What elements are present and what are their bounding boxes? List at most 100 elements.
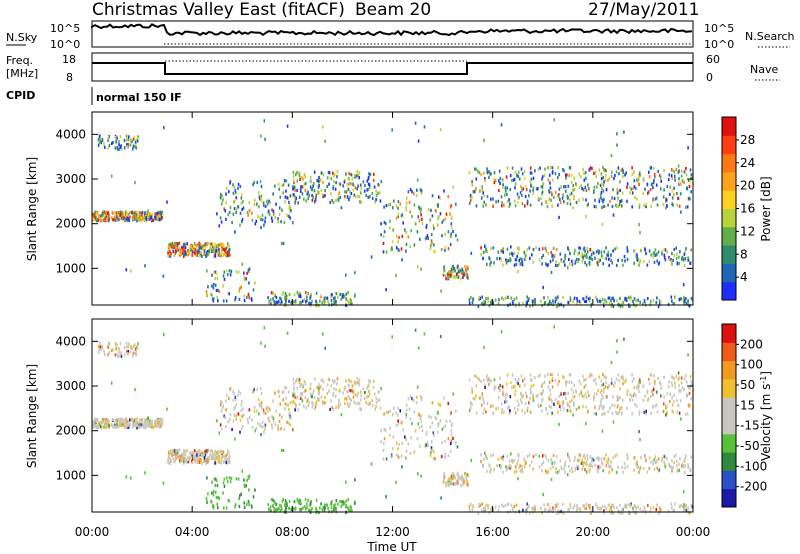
velocity-pixel bbox=[638, 389, 640, 393]
power-pixel bbox=[382, 241, 385, 245]
velocity-pixel bbox=[167, 457, 169, 462]
velocity-pixel bbox=[318, 391, 320, 395]
velocity-pixel bbox=[309, 387, 311, 391]
velocity-pixel bbox=[223, 477, 226, 481]
velocity-pixel bbox=[135, 353, 138, 357]
velocity-pixel bbox=[104, 422, 106, 426]
velocity-pixel bbox=[141, 417, 144, 421]
velocity-pixel bbox=[508, 411, 511, 415]
power-pixel bbox=[126, 213, 128, 217]
power-pixel bbox=[584, 249, 586, 253]
velocity-pixel bbox=[461, 474, 464, 478]
power-pixel bbox=[538, 247, 541, 251]
velocity-pixel bbox=[397, 413, 399, 417]
velocity-pixel bbox=[323, 503, 326, 507]
velocity-pixel bbox=[452, 436, 454, 440]
velocity-pixel bbox=[328, 378, 331, 382]
velocity-pixel bbox=[308, 509, 310, 513]
power-pixel bbox=[506, 186, 508, 190]
power-pixel bbox=[251, 211, 253, 215]
power-pixel bbox=[292, 184, 294, 188]
power-pixel bbox=[227, 291, 230, 296]
power-pixel bbox=[325, 296, 327, 300]
velocity-pixel bbox=[281, 499, 284, 503]
velocity-pixel bbox=[675, 374, 678, 378]
power-pixel bbox=[113, 217, 115, 221]
power-pixel bbox=[317, 190, 319, 194]
velocity-pixel bbox=[509, 380, 512, 385]
power-pixel bbox=[107, 146, 109, 150]
colorbar-swatch bbox=[722, 263, 736, 283]
power-pixel bbox=[272, 209, 275, 213]
velocity-pixel bbox=[638, 468, 641, 472]
velocity-pixel bbox=[105, 424, 108, 428]
velocity-pixel bbox=[545, 456, 548, 460]
velocity-pixel bbox=[583, 453, 586, 457]
power-pixel bbox=[452, 275, 455, 279]
nsky-series bbox=[91, 23, 693, 37]
power-pixel bbox=[529, 203, 532, 207]
velocity-pixel bbox=[280, 427, 282, 431]
power-pixel bbox=[435, 209, 438, 214]
power-pixel bbox=[174, 251, 177, 255]
power-pixel bbox=[618, 203, 621, 207]
velocity-pixel bbox=[186, 449, 188, 453]
power-pixel bbox=[568, 257, 570, 262]
power-pixel bbox=[262, 203, 265, 207]
velocity-pixel bbox=[558, 402, 560, 406]
velocity-pixel bbox=[240, 403, 243, 407]
velocity-pixel bbox=[211, 451, 214, 456]
power-pixel bbox=[687, 197, 690, 201]
power-pixel bbox=[613, 196, 616, 201]
velocity-pixel bbox=[617, 465, 619, 469]
power-pixel bbox=[258, 205, 260, 209]
velocity-pixel bbox=[483, 401, 485, 405]
power-pixel bbox=[282, 191, 284, 195]
power-pixel bbox=[558, 172, 560, 177]
velocity-pixel bbox=[599, 390, 602, 394]
velocity-pixel bbox=[159, 417, 161, 421]
velocity-pixel bbox=[399, 409, 402, 413]
velocity-pixel bbox=[176, 451, 179, 455]
velocity-pixel bbox=[120, 420, 122, 424]
velocity-pixel bbox=[339, 499, 341, 503]
velocity-pixel bbox=[264, 423, 267, 427]
power-pixel bbox=[377, 183, 380, 187]
velocity-pixel bbox=[119, 342, 122, 346]
power-pixel bbox=[278, 212, 281, 217]
power-pixel bbox=[322, 173, 325, 177]
power-pixel bbox=[439, 212, 442, 216]
velocity-pixel bbox=[521, 470, 524, 474]
velocity-pixel bbox=[558, 379, 560, 384]
velocity-pixel bbox=[221, 406, 224, 410]
velocity-pixel bbox=[616, 405, 619, 409]
power-pixel bbox=[500, 123, 503, 127]
velocity-pixel bbox=[571, 470, 574, 474]
velocity-pixel bbox=[238, 496, 240, 501]
power-pixel bbox=[407, 190, 410, 194]
velocity-pixel bbox=[622, 470, 624, 474]
velocity-pixel bbox=[389, 426, 391, 430]
velocity-pixel bbox=[320, 384, 322, 388]
power-pixel bbox=[225, 201, 227, 205]
power-pixel bbox=[478, 171, 481, 175]
colorbar-swatch bbox=[722, 452, 736, 471]
power-pixel bbox=[163, 126, 165, 130]
power-pixel bbox=[557, 175, 559, 180]
power-pixel bbox=[488, 175, 490, 180]
velocity-pixel bbox=[357, 401, 359, 405]
velocity-pixel bbox=[604, 505, 606, 509]
power-pixel bbox=[493, 261, 495, 265]
power-pixel bbox=[299, 301, 301, 305]
power-pixel bbox=[99, 134, 101, 138]
velocity-pixel bbox=[575, 390, 577, 394]
velocity-pixel bbox=[111, 417, 114, 421]
velocity-pixel bbox=[211, 480, 213, 484]
power-pixel bbox=[178, 241, 181, 245]
power-pixel bbox=[633, 185, 636, 189]
power-pixel bbox=[660, 179, 662, 183]
power-pixel bbox=[449, 270, 452, 274]
colorbar-tick: -50 bbox=[740, 439, 760, 453]
velocity-pixel bbox=[543, 380, 546, 384]
velocity-pixel bbox=[106, 420, 108, 424]
